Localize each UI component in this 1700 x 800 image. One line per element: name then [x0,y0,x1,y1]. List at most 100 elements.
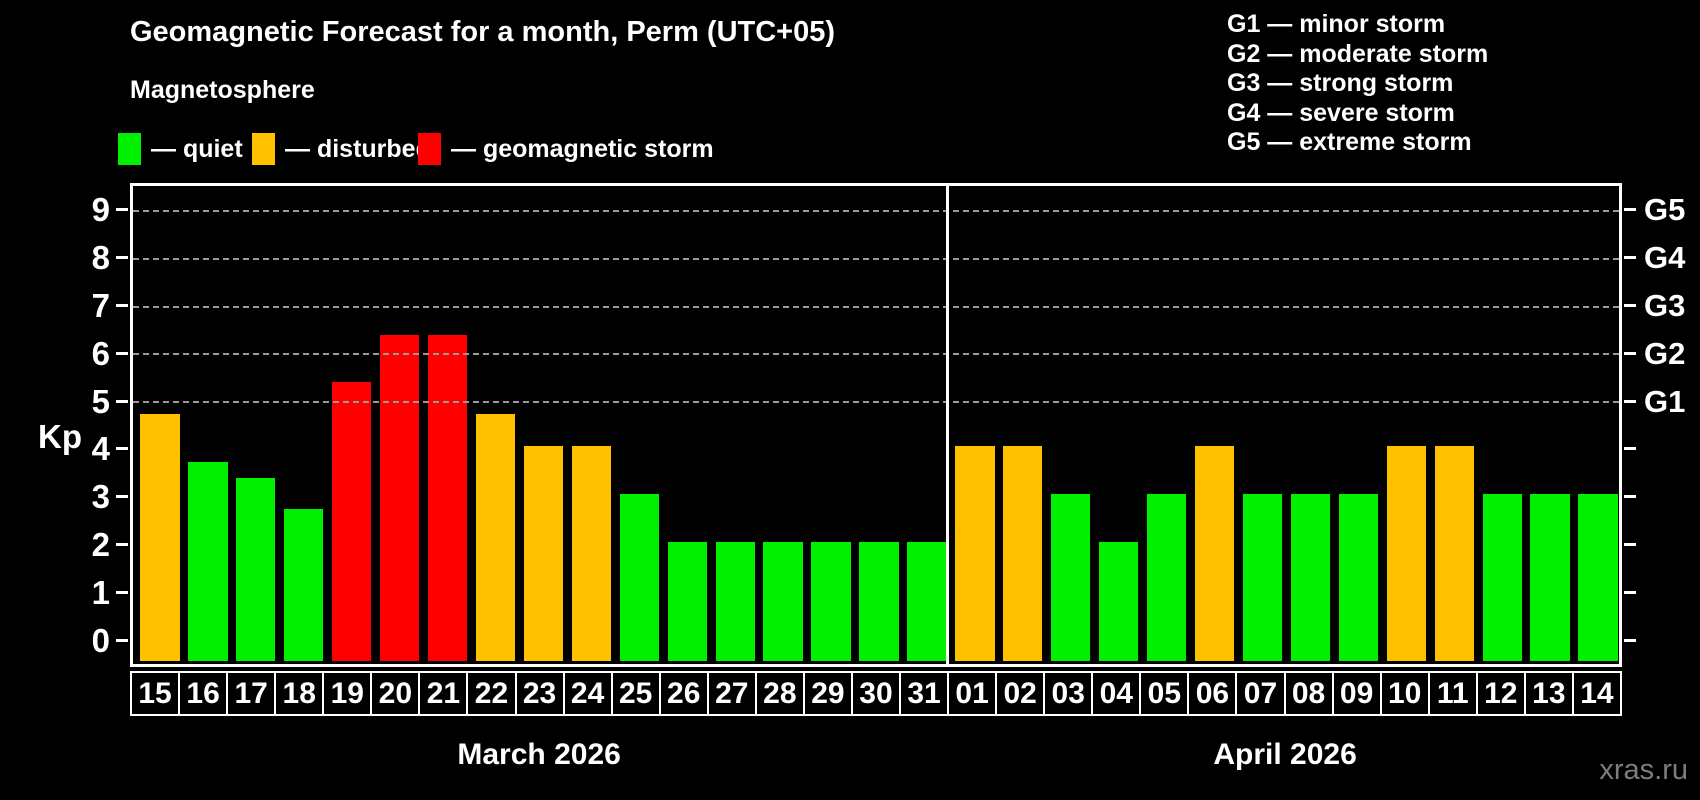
gridline-kp-5 [133,401,1619,404]
y-tick-right-4 [1624,447,1636,451]
y-tick-label-1: 1 [91,573,110,611]
y-tick-label-8: 8 [91,239,110,277]
g-axis-label-g5: G5 [1644,192,1686,228]
g-scale-legend: G1 — minor storm G2 — moderate storm G3 … [1227,10,1488,158]
kp-bar-march-24 [571,445,612,661]
magnetosphere-subtitle: Magnetosphere [130,76,315,104]
page-title: Geomagnetic Forecast for a month, Perm (… [130,16,836,48]
kp-bar-april-13 [1530,493,1570,661]
y-tick-right-8 [1624,256,1636,260]
y-tick-label-6: 6 [91,334,110,372]
y-tick-right-6 [1624,351,1636,355]
y-tick-left-4 [116,447,128,451]
xras-watermark: xras.ru [1599,754,1688,786]
day-label-april-07: 07 [1235,671,1286,716]
legend-item-disturbed: — disturbed [252,131,431,167]
g-axis-label-g4: G4 [1644,240,1686,276]
kp-bar-march-27 [715,541,755,661]
g-axis-label-g3: G3 [1644,288,1686,323]
day-label-april-06: 06 [1187,671,1238,716]
kp-bar-march-26 [667,541,707,661]
y-tick-left-8 [116,256,128,260]
quiet-legend-label: — quiet [151,134,243,163]
day-label-april-09: 09 [1331,671,1382,716]
g-axis-label-g1: G1 [1644,383,1686,419]
y-tick-right-5 [1624,399,1636,403]
y-tick-right-1 [1624,590,1636,594]
day-label-march-25: 25 [610,671,661,716]
kp-bar-april-11 [1434,445,1474,661]
kp-bar-march-21 [427,334,468,661]
disturbed-legend-label: — disturbed [285,134,431,163]
kp-bar-march-20 [379,334,420,661]
kp-bar-april-02 [1003,445,1043,661]
kp-bar-april-03 [1051,493,1091,661]
day-label-march-17: 17 [226,671,277,716]
day-label-april-13: 13 [1523,671,1574,716]
kp-bar-april-05 [1146,493,1187,661]
day-label-march-21: 21 [418,671,469,716]
kp-bar-april-07 [1242,493,1283,661]
y-tick-left-5 [116,399,128,403]
day-label-april-01: 01 [947,671,998,716]
day-label-march-26: 26 [658,671,709,716]
y-tick-right-0 [1624,638,1636,642]
day-label-march-19: 19 [322,671,373,716]
y-tick-label-7: 7 [91,287,110,324]
kp-bar-march-16 [188,461,228,661]
g5-legend-line: G5 — extreme storm [1227,128,1472,156]
kp-bar-march-28 [763,541,803,661]
g1-legend-line: G1 — minor storm [1227,10,1446,38]
day-label-march-28: 28 [754,671,805,716]
day-label-march-30: 30 [850,671,901,716]
legend-item-storm: — geomagnetic storm [418,131,714,167]
kp-bar-march-19 [332,382,372,661]
day-label-march-15: 15 [130,671,181,716]
g4-legend-line: G4 — severe storm [1227,98,1455,127]
day-label-april-10: 10 [1379,671,1430,716]
kp-bar-april-04 [1099,541,1139,661]
legend-item-quiet: — quiet [118,131,243,167]
y-tick-label-2: 2 [91,526,110,563]
day-label-march-18: 18 [274,671,325,716]
y-tick-left-2 [116,543,128,546]
kp-bar-april-09 [1338,493,1378,661]
kp-bar-april-01 [955,445,995,661]
y-tick-label-9: 9 [91,191,110,229]
y-tick-label-4: 4 [91,430,110,468]
day-label-april-05: 05 [1139,671,1190,716]
kp-bar-april-14 [1578,493,1618,661]
day-label-april-03: 03 [1043,671,1094,716]
y-axis-title-kp: Kp [38,418,82,455]
day-label-april-08: 08 [1283,671,1334,716]
disturbed-color-swatch [252,133,275,165]
kp-bar-march-18 [284,509,324,661]
day-label-april-12: 12 [1475,671,1526,716]
day-label-march-23: 23 [514,671,565,716]
day-label-april-14: 14 [1571,671,1622,716]
storm-color-swatch [418,133,441,165]
day-label-march-20: 20 [370,671,421,716]
kp-bar-march-29 [811,541,851,661]
month-separator [946,186,950,664]
y-tick-left-9 [116,208,128,212]
y-tick-left-6 [116,351,128,355]
kp-bar-march-22 [475,413,516,661]
g2-legend-line: G2 — moderate storm [1227,39,1489,68]
y-tick-right-3 [1624,495,1636,499]
kp-bar-march-23 [523,445,564,661]
kp-bar-april-10 [1386,445,1426,661]
day-label-march-16: 16 [178,671,229,716]
day-label-april-02: 02 [995,671,1046,716]
quiet-color-swatch [118,133,141,165]
kp-bar-april-08 [1290,493,1331,661]
gridline-kp-6 [133,353,1619,356]
gridline-kp-7 [133,305,1619,308]
day-label-april-11: 11 [1427,671,1478,716]
kp-bar-april-12 [1482,493,1522,661]
month-label-march-2026: March 2026 [457,738,621,771]
g3-legend-line: G3 — strong storm [1227,69,1454,97]
day-label-april-04: 04 [1091,671,1142,716]
gridline-kp-9 [133,209,1619,212]
